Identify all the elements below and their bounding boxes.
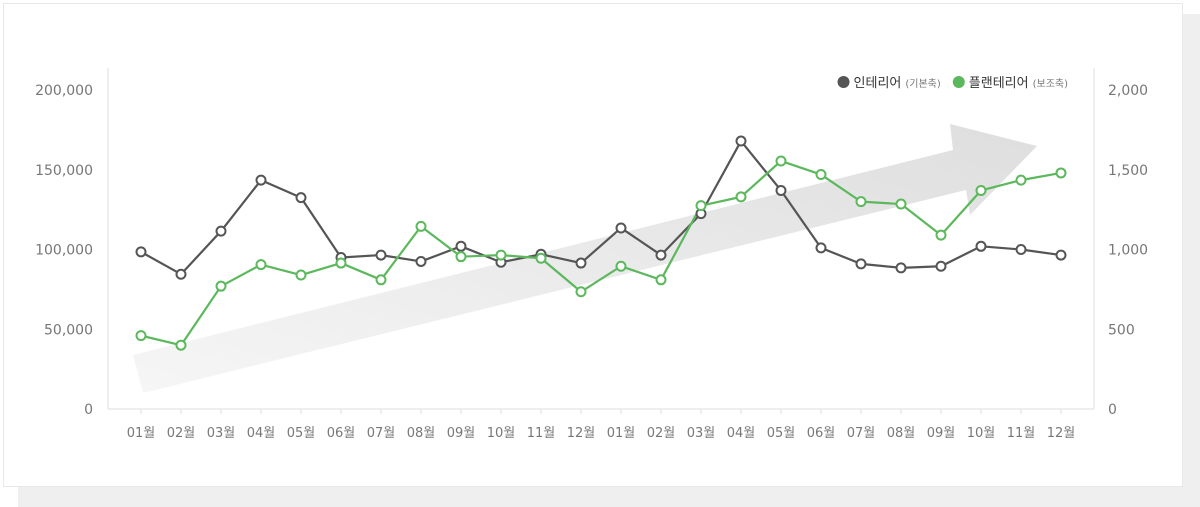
data-point-interior[interactable] [375,249,387,261]
series-lines [140,139,1062,347]
data-point-planterior[interactable] [255,259,267,271]
x-tick-label: 08월 [887,426,916,441]
data-point-planterior[interactable] [455,251,467,263]
data-point-interior[interactable] [215,225,227,237]
x-tick-label: 01월 [607,426,636,441]
data-point-interior[interactable] [935,260,947,272]
series-line-planterior [140,159,1062,347]
x-tick-label: 03월 [207,426,236,441]
data-point-interior[interactable] [855,258,867,270]
data-point-interior[interactable] [1055,249,1067,261]
x-tick-label: 11월 [527,426,556,441]
data-point-interior[interactable] [895,262,907,274]
x-tick-label: 11월 [1007,426,1036,441]
data-point-interior[interactable] [295,192,307,204]
legend-axis-label: (기본축) [905,78,941,90]
data-point-planterior[interactable] [1055,167,1067,179]
axes: 0 50,000 100,000 150,000 200,000 0 500 1,000 1,5… [35,68,1148,441]
data-point-planterior[interactable] [735,191,747,203]
data-point-planterior[interactable] [855,196,867,208]
data-point-planterior[interactable] [775,155,787,167]
data-point-interior[interactable] [815,242,827,254]
left-tick-label: 150,000 [35,163,93,179]
data-point-planterior[interactable] [215,280,227,292]
data-point-planterior[interactable] [295,269,307,281]
data-point-planterior[interactable] [975,184,987,196]
legend-marker [952,76,965,88]
data-point-planterior[interactable] [175,339,187,351]
x-tick-label: 09월 [447,426,476,441]
data-point-planterior[interactable] [135,330,147,342]
x-tick-label: 10월 [487,426,516,441]
data-point-planterior[interactable] [575,286,587,298]
left-tick-label: 50,000 [44,322,93,338]
x-tick-label: 10월 [967,426,996,441]
data-point-planterior[interactable] [495,249,507,261]
legend[interactable]: (보조축) 플랜테리어 (기본축)인테리어 [837,76,1069,91]
x-tick-label: 12월 [567,426,596,441]
data-point-interior[interactable] [135,246,147,258]
series-points [135,135,1067,351]
data-point-planterior[interactable] [415,220,427,232]
data-point-interior[interactable] [655,249,667,261]
right-tick-label: 1,500 [1108,163,1148,179]
data-point-planterior[interactable] [935,229,947,241]
data-point-planterior[interactable] [815,169,827,181]
x-tick-label: 01월 [127,426,156,441]
left-tick-label: 0 [84,402,93,418]
right-tick-label: 1,000 [1108,243,1148,259]
x-tick-label: 06월 [327,426,356,441]
x-tick-label: 08월 [407,426,436,441]
x-tick-label: 07월 [367,426,396,441]
right-tick-label: 2,000 [1108,83,1148,99]
data-point-interior[interactable] [735,135,747,147]
data-point-planterior[interactable] [335,257,347,269]
x-tick-label: 12월 [1047,426,1076,441]
legend-axis-label: (보조축) [1033,78,1069,90]
data-point-interior[interactable] [615,222,627,234]
data-point-planterior[interactable] [895,198,907,210]
data-point-planterior[interactable] [1015,174,1027,186]
series-line-interior [140,139,1062,276]
left-tick-label: 200,000 [35,83,93,99]
x-tick-label: 04월 [247,426,276,441]
data-point-interior[interactable] [1015,244,1027,255]
x-tick-label: 06월 [807,426,836,441]
x-tick-label: 04월 [727,426,756,441]
data-point-interior[interactable] [975,240,987,252]
data-point-interior[interactable] [415,255,427,267]
data-point-interior[interactable] [455,240,467,252]
x-tick-label: 03월 [687,426,716,441]
x-tick-label: 05월 [767,426,796,441]
data-point-planterior[interactable] [695,200,707,212]
data-point-interior[interactable] [775,184,787,196]
data-point-planterior[interactable] [655,274,667,286]
legend-item-planterior[interactable]: (보조축) 플랜테리어 [952,76,1069,91]
x-tick-label: 02월 [647,426,676,441]
data-point-planterior[interactable] [375,274,387,286]
x-tick-label: 05월 [287,426,316,441]
left-tick-label: 100,000 [35,243,93,259]
x-tick-label: 09월 [927,426,956,441]
legend-series-name: 인테리어 [854,76,902,91]
x-tick-label: 07월 [847,426,876,441]
legend-marker [837,76,850,88]
data-point-interior[interactable] [175,268,187,280]
right-tick-label: 0 [1108,402,1117,418]
legend-series-name: 플랜테리어 [969,76,1029,91]
data-point-planterior[interactable] [615,260,627,272]
data-point-interior[interactable] [255,174,267,186]
legend-item-interior[interactable]: (기본축)인테리어 [837,76,941,91]
x-tick-label: 02월 [167,426,196,441]
data-point-planterior[interactable] [535,252,547,264]
right-tick-label: 500 [1108,322,1135,338]
data-point-interior[interactable] [575,257,587,269]
